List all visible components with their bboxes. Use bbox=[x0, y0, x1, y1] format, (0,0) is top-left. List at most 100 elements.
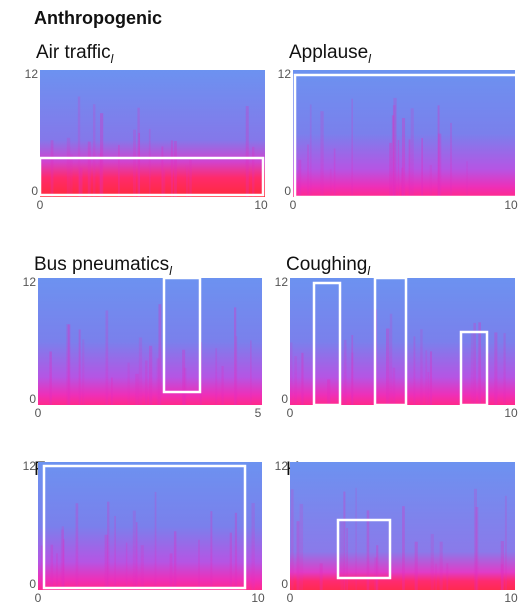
texture bbox=[133, 130, 136, 197]
texture bbox=[320, 563, 323, 590]
texture bbox=[171, 140, 173, 197]
texture bbox=[300, 504, 303, 590]
texture bbox=[415, 542, 418, 590]
x-tick-label: 10 bbox=[504, 591, 518, 605]
texture bbox=[327, 379, 330, 405]
texture bbox=[298, 160, 301, 197]
texture bbox=[414, 336, 416, 405]
texture bbox=[149, 346, 152, 405]
texture bbox=[390, 314, 392, 405]
texture bbox=[118, 145, 120, 197]
texture bbox=[105, 310, 108, 405]
texture bbox=[174, 531, 176, 590]
texture bbox=[79, 329, 81, 405]
texture bbox=[189, 160, 192, 197]
texture bbox=[428, 372, 430, 405]
texture bbox=[389, 143, 392, 197]
texture bbox=[421, 138, 423, 197]
texture bbox=[198, 540, 200, 590]
panel-label-text: Bus pneumatics bbox=[34, 254, 169, 275]
y-tick-label: 12 bbox=[278, 67, 292, 81]
texture bbox=[475, 507, 478, 590]
y-tick-label: 12 bbox=[23, 275, 37, 289]
texture bbox=[351, 335, 353, 405]
texture bbox=[398, 140, 400, 197]
panel-label: Coughingl bbox=[286, 254, 370, 278]
texture bbox=[471, 333, 474, 405]
texture bbox=[340, 521, 343, 590]
figure: Anthropogenic Air trafficl120010Applause… bbox=[0, 0, 530, 610]
texture bbox=[503, 333, 505, 405]
x-tick-label: 0 bbox=[287, 591, 294, 605]
y-tick-label: 12 bbox=[275, 459, 289, 473]
texture bbox=[393, 368, 395, 405]
texture bbox=[149, 129, 151, 197]
texture bbox=[290, 342, 292, 405]
texture bbox=[466, 161, 468, 197]
panel-label: Air trafficl bbox=[36, 42, 114, 66]
x-tick-label: 0 bbox=[35, 406, 42, 420]
texture bbox=[163, 170, 165, 197]
texture bbox=[393, 98, 396, 197]
texture bbox=[252, 147, 254, 197]
y-tick-label: 0 bbox=[31, 184, 38, 198]
texture bbox=[56, 553, 58, 590]
texture bbox=[430, 351, 432, 405]
texture bbox=[307, 144, 309, 197]
texture bbox=[114, 516, 116, 590]
texture bbox=[145, 361, 147, 405]
texture bbox=[246, 106, 249, 197]
texture bbox=[78, 96, 80, 197]
texture bbox=[494, 332, 497, 405]
texture bbox=[127, 363, 129, 405]
texture bbox=[133, 511, 136, 590]
texture bbox=[344, 340, 347, 405]
texture bbox=[100, 113, 103, 197]
texture bbox=[161, 146, 163, 197]
texture bbox=[139, 337, 142, 405]
texture bbox=[402, 118, 405, 197]
texture bbox=[126, 543, 128, 590]
panel-label-text: Air traffic bbox=[36, 42, 111, 63]
texture bbox=[111, 378, 113, 405]
x-tick-label: 10 bbox=[504, 406, 518, 420]
y-tick-label: 12 bbox=[23, 459, 37, 473]
texture bbox=[186, 166, 188, 197]
texture bbox=[136, 522, 138, 590]
texture bbox=[446, 563, 448, 590]
texture bbox=[88, 142, 91, 197]
panel-label: Bus pneumaticsl bbox=[34, 254, 172, 278]
spectrogram bbox=[40, 70, 265, 197]
texture bbox=[230, 533, 232, 590]
texture bbox=[431, 534, 434, 590]
texture bbox=[435, 564, 437, 590]
x-tick-label: 10 bbox=[504, 198, 518, 212]
texture bbox=[440, 542, 443, 590]
texture bbox=[68, 324, 71, 405]
texture bbox=[501, 564, 503, 590]
texture bbox=[141, 545, 144, 590]
texture bbox=[409, 139, 411, 197]
texture bbox=[420, 329, 422, 405]
texture bbox=[51, 545, 53, 590]
texture bbox=[450, 123, 452, 197]
panel-label-subscript: l bbox=[368, 52, 371, 66]
panel-label-subscript: l bbox=[111, 52, 114, 66]
texture bbox=[135, 374, 138, 405]
texture bbox=[158, 304, 161, 405]
y-tick-label: 12 bbox=[275, 275, 289, 289]
texture bbox=[234, 307, 236, 405]
texture bbox=[334, 148, 336, 197]
y-tick-label: 0 bbox=[284, 184, 291, 198]
texture bbox=[67, 138, 70, 197]
texture bbox=[170, 553, 173, 590]
y-tick-label: 0 bbox=[281, 577, 288, 591]
texture bbox=[82, 339, 84, 405]
x-tick-label: 0 bbox=[37, 198, 44, 212]
texture bbox=[402, 506, 405, 590]
texture bbox=[505, 496, 507, 590]
texture bbox=[41, 546, 43, 590]
texture bbox=[49, 351, 51, 405]
texture bbox=[70, 155, 72, 197]
texture bbox=[430, 165, 432, 197]
